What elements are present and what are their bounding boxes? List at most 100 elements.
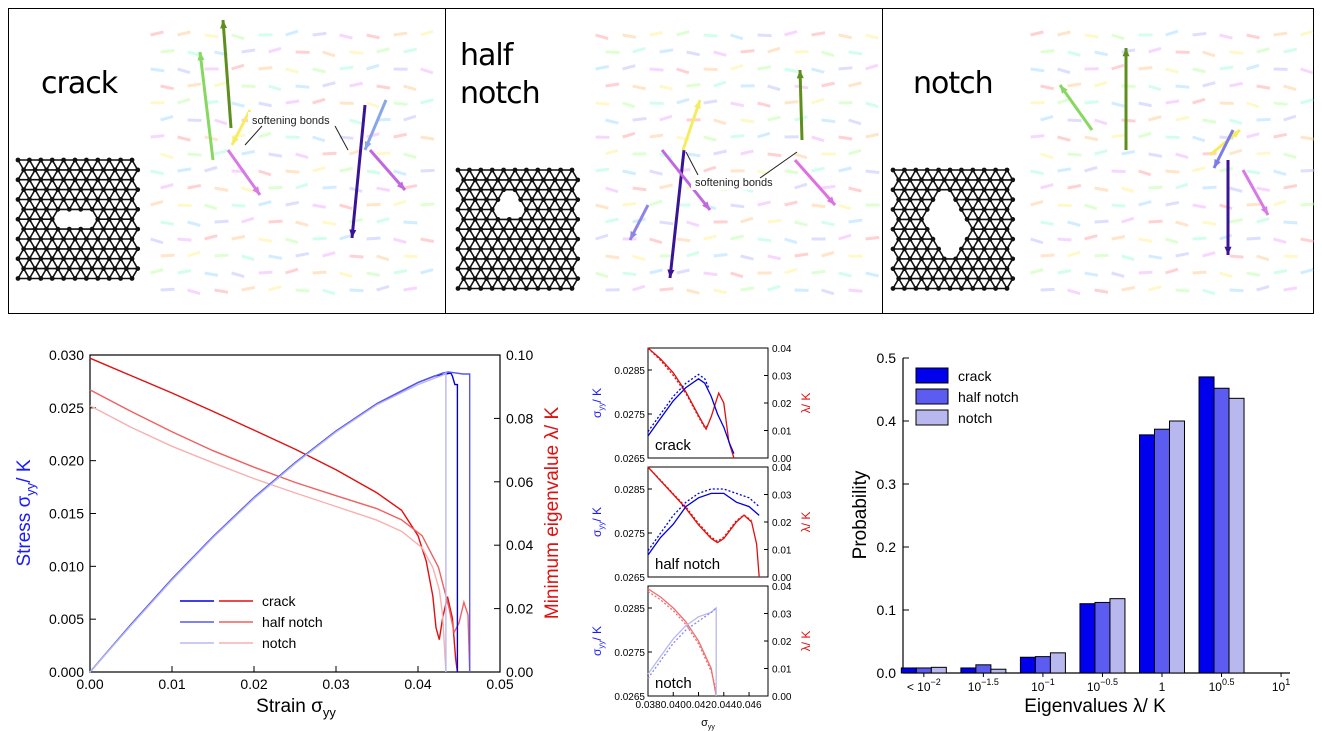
bar-x-tick-base: 10: [1031, 680, 1045, 694]
lattice-node: [129, 276, 135, 281]
lattice-node: [907, 216, 913, 222]
lattice-node: [552, 276, 558, 281]
arrowhead: [630, 231, 637, 240]
field-arrow: [1219, 271, 1233, 278]
field-arrow: [1094, 253, 1109, 258]
lattice-node: [1004, 226, 1010, 232]
field-arrow: [295, 152, 309, 160]
lattice-node: [953, 197, 959, 203]
field-arrow: [767, 218, 782, 224]
lattice-node: [89, 266, 95, 271]
lattice-node: [501, 226, 506, 232]
field-arrow: [403, 184, 418, 190]
lattice-node: [495, 276, 501, 281]
lattice-node: [535, 167, 541, 173]
lattice-node: [993, 246, 998, 252]
lattice-node: [907, 197, 913, 203]
field-arrow: [821, 118, 836, 124]
field-arrow: [420, 29, 434, 37]
field-arrow: [595, 203, 609, 210]
lattice-node: [981, 207, 987, 212]
field-arrow: [349, 218, 364, 224]
lattice-node: [976, 216, 981, 222]
lattice-node: [21, 206, 27, 212]
lattice-node: [123, 187, 129, 193]
field-arrow: [649, 133, 664, 139]
field-arrow: [1175, 251, 1190, 258]
lattice-node: [569, 226, 575, 232]
displacement-arrow: [221, 19, 233, 129]
field-arrow: [595, 64, 610, 71]
lattice-node: [461, 256, 467, 262]
y-tick-label-left: 0.005: [49, 611, 84, 627]
field-arrow: [848, 50, 863, 56]
field-arrow: [676, 97, 690, 105]
lattice-node: [552, 216, 558, 222]
lattice-node: [987, 216, 993, 222]
legend-swatch: [915, 388, 949, 405]
field-arrow: [1040, 287, 1055, 292]
field-arrow: [258, 65, 273, 71]
lattice-node: [27, 216, 32, 222]
field-arrow: [649, 67, 664, 72]
field-arrow: [1192, 270, 1207, 275]
lattice-node: [478, 266, 484, 272]
lattice-node: [987, 256, 993, 262]
bar-x-tick-exponent: −2: [931, 677, 941, 687]
field-arrow: [1111, 33, 1125, 41]
field-arrow: [703, 67, 718, 72]
field-arrow: [703, 99, 718, 105]
lattice-node: [455, 187, 461, 193]
field-arrow: [420, 98, 434, 105]
field-arrow: [622, 131, 636, 139]
panel-notch: notch: [883, 9, 1313, 313]
lattice-node: [947, 266, 953, 272]
lattice-node: [32, 206, 38, 212]
field-arrow: [686, 50, 701, 57]
lattice-node: [84, 256, 89, 262]
field-arrow: [1094, 118, 1108, 126]
lattice-node: [575, 256, 581, 262]
field-arrow: [1283, 286, 1298, 292]
lattice-node: [998, 197, 1004, 203]
field-arrow: [1084, 271, 1099, 277]
lattice-node: [15, 197, 21, 202]
field-arrow: [848, 186, 862, 193]
lattice-node: [913, 286, 919, 291]
lattice-node: [49, 276, 55, 281]
lattice-node: [55, 266, 61, 271]
lattice-node: [489, 266, 495, 272]
lattice-node: [129, 177, 135, 183]
inset-x-tick-label: 0.040: [661, 700, 686, 711]
inset-y-tick-label: 0.0275: [614, 648, 645, 659]
bar-notch: [1109, 598, 1126, 674]
lattice-node: [38, 177, 44, 183]
lattice-node: [529, 216, 535, 222]
field-arrow: [187, 118, 202, 123]
field-arrow: [1040, 183, 1054, 190]
field-arrow: [865, 169, 880, 175]
bar-legend-label: notch: [958, 410, 992, 426]
field-arrow: [1121, 285, 1136, 292]
field-arrow: [649, 199, 663, 207]
lattice-node: [902, 207, 907, 212]
lattice-node: [575, 177, 581, 183]
lattice-node: [569, 207, 575, 212]
lattice-node: [546, 187, 552, 193]
field-arrow: [811, 67, 825, 74]
lattice-node: [72, 276, 78, 281]
displacement-arrow: [660, 149, 712, 211]
field-arrow: [1229, 50, 1244, 55]
lattice-node: [44, 266, 49, 271]
field-arrow: [1057, 203, 1072, 208]
lattice-node: [78, 187, 84, 193]
field-arrow: [1219, 33, 1233, 40]
lattice-node: [495, 177, 501, 183]
field-arrow: [767, 284, 781, 292]
field-arrow: [767, 84, 781, 92]
field-arrow: [1165, 237, 1179, 244]
field-arrow: [1111, 101, 1125, 108]
lattice-node: [61, 177, 66, 183]
field-arrow: [1094, 186, 1109, 192]
lattice-node: [959, 187, 964, 193]
